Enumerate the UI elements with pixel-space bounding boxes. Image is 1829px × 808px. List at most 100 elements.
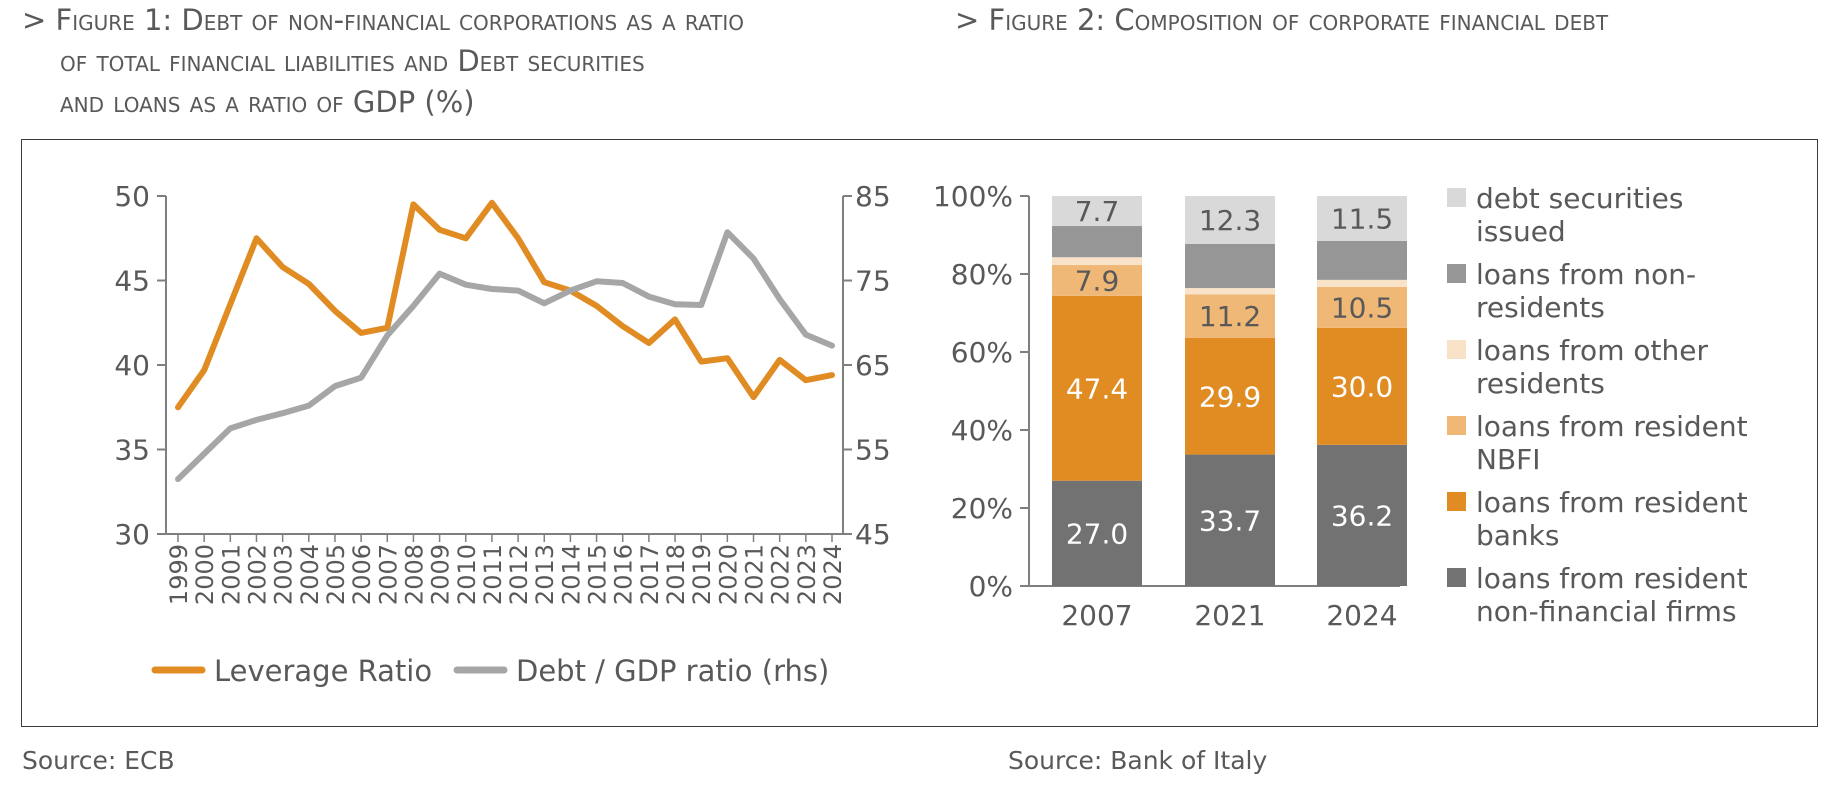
charts-frame: [21, 139, 1818, 727]
bar-legend-label: loans from other: [1476, 334, 1708, 367]
bar-legend-swatch: [1447, 492, 1466, 511]
bar-legend-label: non-financial firms: [1476, 595, 1737, 628]
bar-data-label: 47.4: [1066, 372, 1128, 405]
bar-legend-label: loans from resident: [1476, 410, 1748, 443]
figure2-title-text: > Figure 2: Composition of corporate fin…: [955, 3, 1609, 37]
bar-segment: [1317, 279, 1407, 287]
bar-data-label: 29.9: [1199, 380, 1261, 413]
left-tick-label: 35: [114, 434, 150, 467]
x-tick-label: 2014: [557, 544, 585, 605]
bar-data-label: 30.0: [1331, 370, 1393, 403]
bar-legend-label: loans from resident: [1476, 562, 1748, 595]
stacked-bar-chart-debt-composition: 100% 80% 60% 40% 20% 0% 27.0 47.4 7.9 7.7 2007 33.7…: [933, 180, 1748, 632]
legend-label-leverage: Leverage Ratio: [214, 654, 432, 688]
bar-legend-label: banks: [1476, 519, 1559, 552]
legend-label-debt-gdp: Debt / GDP ratio (rhs): [516, 654, 829, 688]
bar-y-tick-label: 60%: [951, 336, 1013, 369]
bar-segment: [1052, 226, 1142, 258]
bar-y-tick-label: 40%: [951, 414, 1013, 447]
bar-segment: [1185, 243, 1275, 289]
figure1-title-line-3: and loans as a ratio of GDP (%): [60, 85, 475, 119]
x-tick-label: 2013: [531, 544, 559, 605]
bar-legend-label: issued: [1476, 215, 1566, 248]
line-chart-leverage-debt: 50 45 40 35 30 85 75 65 55 45 19992000200120022003…: [114, 180, 891, 688]
right-tick-label: 45: [855, 518, 891, 551]
x-tick-label: 2020: [714, 544, 742, 605]
bar-category-label: 2007: [1061, 599, 1132, 632]
bar-segment: [1185, 337, 1275, 455]
bar-legend-label: residents: [1476, 291, 1605, 324]
figure1-title-line-2: of total financial liabilities and Debt …: [60, 44, 645, 78]
bar-data-label: 7.7: [1075, 195, 1120, 228]
figure1-title-line-1: > Figure 1: Debt of non-financial corpor…: [22, 3, 744, 37]
bar-legend-label: NBFI: [1476, 443, 1541, 476]
figure2-source: Source: Bank of Italy: [1008, 746, 1268, 775]
x-tick-label: 2006: [348, 544, 376, 605]
x-tick-label: 2012: [505, 544, 533, 605]
x-tick-label: 2016: [610, 544, 638, 605]
bar-legend-label: loans from non-: [1476, 258, 1696, 291]
right-tick-label: 85: [855, 180, 891, 213]
bar-y-tick-label: 20%: [951, 492, 1013, 525]
bar-segment: [1185, 294, 1275, 338]
bar-data-label: 11.2: [1199, 300, 1261, 333]
bar-segment: [1185, 454, 1275, 586]
bar-segment: [1052, 295, 1142, 481]
bar-segment: [1317, 240, 1407, 280]
x-tick-label: 2018: [662, 544, 690, 605]
x-tick-label: 2001: [217, 544, 245, 605]
bar-segment: [1052, 257, 1142, 266]
x-tick-label: 2007: [374, 544, 402, 605]
left-tick-label: 40: [114, 349, 150, 382]
left-tick-label: 30: [114, 518, 150, 551]
bar-category-label: 2024: [1326, 599, 1397, 632]
bar-segment: [1317, 286, 1407, 328]
bar-legend-swatch: [1447, 264, 1466, 283]
bar-legend-label: debt securities: [1476, 182, 1683, 215]
x-tick-label: 2024: [819, 544, 847, 605]
bar-legend-swatch: [1447, 416, 1466, 435]
figure1-source: Source: ECB: [22, 746, 175, 775]
x-tick-label: 2010: [453, 544, 481, 605]
figure1-title: > Figure 1: Debt of non-financial corpor…: [22, 0, 922, 123]
bar-segment: [1052, 480, 1142, 586]
x-tick-label: 1999: [165, 544, 193, 605]
bar-segment: [1052, 265, 1142, 296]
x-tick-label: 2002: [243, 544, 271, 605]
left-tick-label: 50: [114, 180, 150, 213]
bar-legend-label: residents: [1476, 367, 1605, 400]
x-tick-label: 2019: [688, 544, 716, 605]
bar-segment: [1317, 196, 1407, 241]
bar-segment: [1185, 196, 1275, 244]
x-tick-label: 2017: [636, 544, 664, 605]
bar-segment: [1052, 196, 1142, 227]
bar-legend-swatch: [1447, 188, 1466, 207]
bar-data-label: 10.5: [1331, 291, 1393, 324]
x-tick-label: 2009: [427, 544, 455, 605]
bar-legend-swatch: [1447, 340, 1466, 359]
bar-y-tick-label: 100%: [933, 180, 1013, 213]
x-tick-label: 2023: [793, 544, 821, 605]
right-tick-label: 55: [855, 434, 891, 467]
bar-data-label: 12.3: [1199, 204, 1261, 237]
series-line-leverage-ratio: [175, 199, 835, 411]
x-tick-label: 2003: [270, 544, 298, 605]
bar-segment: [1317, 327, 1407, 445]
bar-y-tick-label: 80%: [951, 258, 1013, 291]
bar-y-tick-label: 0%: [969, 570, 1013, 603]
bar-data-label: 11.5: [1331, 202, 1393, 235]
bar-data-label: 7.9: [1075, 264, 1120, 297]
right-tick-label: 75: [855, 265, 891, 298]
right-tick-label: 65: [855, 349, 891, 382]
left-tick-label: 45: [114, 265, 150, 298]
bar-data-label: 36.2: [1331, 499, 1393, 532]
bar-segment: [1317, 444, 1407, 586]
x-tick-label: 2000: [191, 544, 219, 605]
bar-legend-swatch: [1447, 568, 1466, 587]
bar-legend-label: loans from resident: [1476, 486, 1748, 519]
bar-segment: [1185, 288, 1275, 295]
bar-data-label: 27.0: [1066, 517, 1128, 550]
x-tick-label: 2005: [322, 544, 350, 605]
bar-data-label: 33.7: [1199, 504, 1261, 537]
bar-category-label: 2021: [1194, 599, 1265, 632]
